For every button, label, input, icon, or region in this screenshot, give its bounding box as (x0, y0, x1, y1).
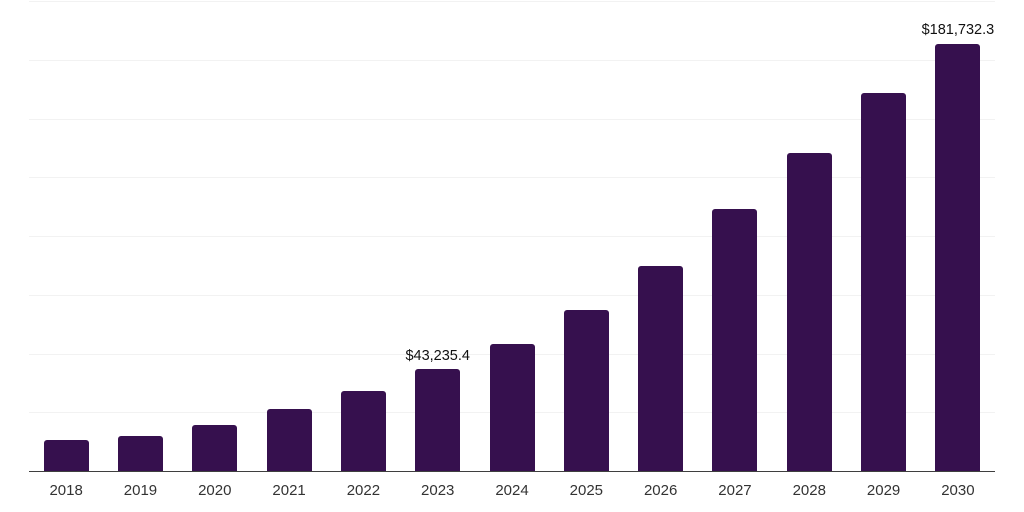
bar-column-2022 (326, 1, 400, 471)
bar-column-2024 (475, 1, 549, 471)
x-axis-tick-label: 2019 (123, 482, 158, 499)
bar-2028 (786, 152, 832, 471)
bar-2018 (43, 439, 89, 471)
gridline (29, 236, 995, 237)
bar-2023 (415, 369, 461, 471)
bar-column-2028 (772, 1, 846, 471)
bar-column-2026 (624, 1, 698, 471)
x-axis-tick-label: 2021 (272, 482, 306, 499)
bar-column-2021 (252, 1, 326, 471)
x-axis-tick-label: 2026 (643, 482, 678, 499)
gridline (29, 118, 995, 120)
bar-2022 (340, 390, 386, 471)
bar-column-2030: $181,732.3 (921, 1, 995, 471)
bar-2029 (861, 92, 907, 471)
x-axis-tick-label: 2024 (495, 482, 529, 499)
bar-value-label: $181,732.3 (921, 22, 995, 39)
x-axis-tick-label: 2030 (941, 482, 975, 499)
bar-column-2029 (846, 1, 920, 471)
bar-column-2020 (178, 1, 252, 471)
bar-2024 (489, 343, 535, 471)
bar-column-2018 (29, 1, 103, 471)
x-axis-tick-label: 2023 (421, 482, 455, 499)
bar-value-label: $43,235.4 (405, 347, 470, 364)
x-axis: 2018 2019 2020 2021 2022 2023 2024 2025 2026 2027… (29, 482, 995, 500)
x-axis-tick-label: 2022 (346, 482, 381, 499)
x-axis-tick-label: 2027 (718, 482, 752, 499)
bar-2020 (192, 425, 238, 471)
x-axis-tick-label: 2029 (866, 482, 901, 499)
bar-2021 (266, 409, 312, 471)
bar-2030 (935, 43, 981, 471)
x-axis-tick-label: 2028 (792, 482, 826, 499)
bar-2027 (712, 209, 758, 471)
gridline (29, 59, 995, 61)
bar-2025 (563, 309, 609, 471)
gridline (29, 294, 995, 296)
gridline (29, 177, 995, 179)
bar-2019 (117, 435, 163, 471)
bars: $43,235.4 $181,732.3 (29, 1, 995, 471)
x-axis-tick-label: 2025 (569, 482, 604, 499)
bar-column-2027 (698, 1, 772, 471)
bar-column-2025 (549, 1, 623, 471)
plot-area: $43,235.4 $181,732.3 (29, 1, 995, 472)
x-axis-tick-label: 2020 (198, 482, 232, 499)
bar-column-2023: $43,235.4 (401, 1, 475, 471)
gridline (29, 1, 995, 2)
bar-column-2019 (103, 1, 177, 471)
bar-2026 (638, 265, 684, 471)
x-axis-tick-label: 2018 (49, 482, 83, 499)
